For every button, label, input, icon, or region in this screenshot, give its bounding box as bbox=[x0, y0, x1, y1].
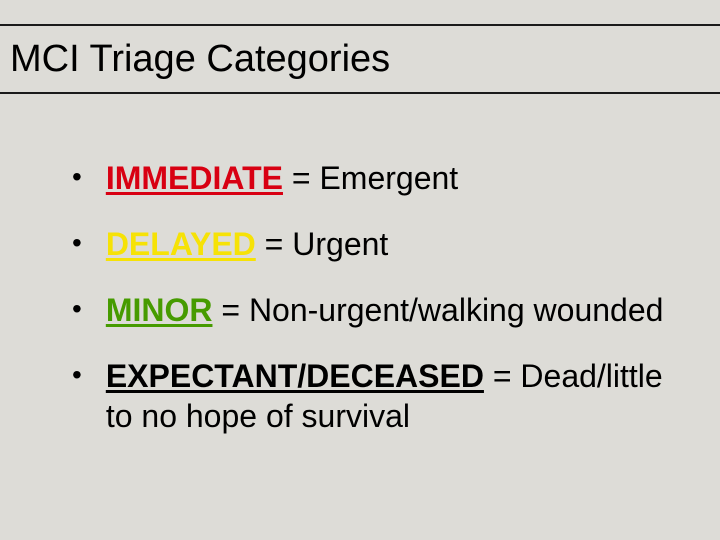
bullet-icon: • bbox=[72, 290, 82, 328]
list-item: • EXPECTANT/DECEASED = Dead/little to no… bbox=[72, 356, 682, 436]
list-item-text: IMMEDIATE = Emergent bbox=[106, 158, 458, 198]
list-item-text: MINOR = Non-urgent/walking wounded bbox=[106, 290, 664, 330]
triage-term-delayed: DELAYED bbox=[106, 226, 256, 262]
bullet-icon: • bbox=[72, 356, 82, 394]
list-item: • MINOR = Non-urgent/walking wounded bbox=[72, 290, 682, 330]
bullet-list: • IMMEDIATE = Emergent • DELAYED = Urgen… bbox=[72, 158, 682, 462]
triage-term-expectant: EXPECTANT/DECEASED bbox=[106, 358, 484, 394]
list-item-text: DELAYED = Urgent bbox=[106, 224, 388, 264]
title-underline bbox=[0, 92, 720, 94]
list-item: • DELAYED = Urgent bbox=[72, 224, 682, 264]
top-divider bbox=[0, 24, 720, 26]
triage-term-minor: MINOR bbox=[106, 292, 213, 328]
bullet-icon: • bbox=[72, 224, 82, 262]
bullet-icon: • bbox=[72, 158, 82, 196]
triage-desc: = Emergent bbox=[283, 160, 458, 196]
slide-title: MCI Triage Categories bbox=[10, 38, 390, 81]
triage-desc: = Non-urgent/walking wounded bbox=[212, 292, 663, 328]
list-item-text: EXPECTANT/DECEASED = Dead/little to no h… bbox=[106, 356, 682, 436]
list-item: • IMMEDIATE = Emergent bbox=[72, 158, 682, 198]
triage-desc: = Urgent bbox=[256, 226, 389, 262]
triage-term-immediate: IMMEDIATE bbox=[106, 160, 283, 196]
